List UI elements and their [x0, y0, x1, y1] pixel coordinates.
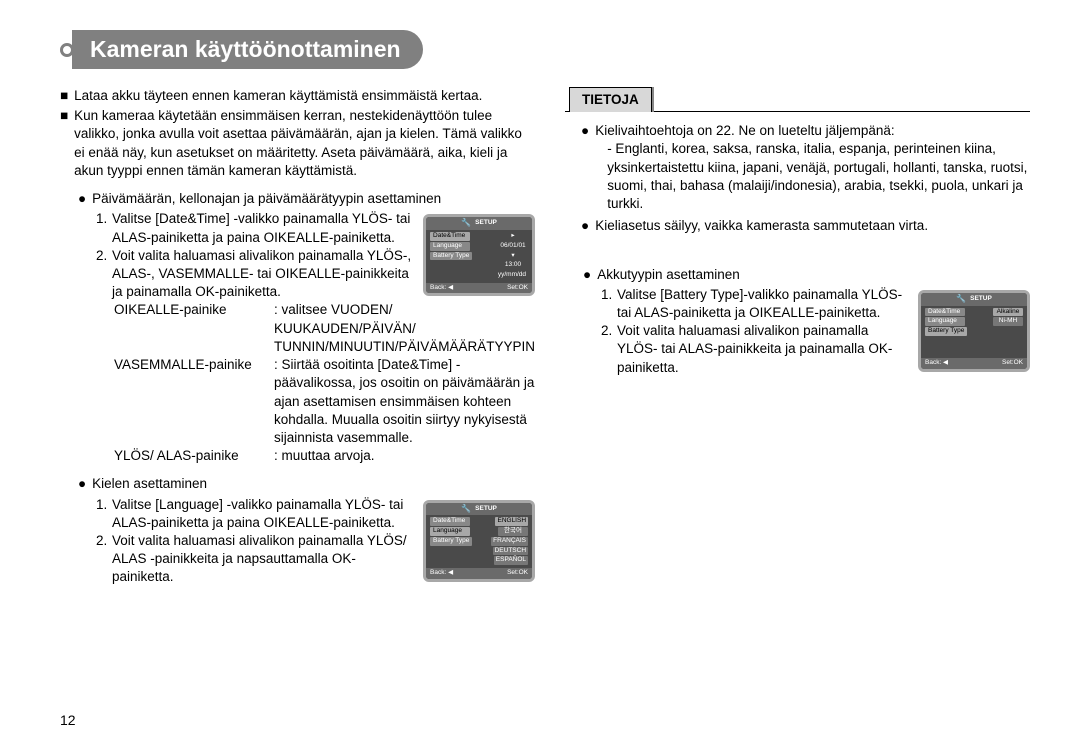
- menu-value: Alkaline: [993, 308, 1023, 317]
- section-c-step-1: 1. Valitse [Battery Type]-valikko painam…: [583, 286, 908, 322]
- section-b-step-1: 1. Valitse [Language] -valikko painamall…: [78, 496, 413, 532]
- set-label: Set:OK: [1002, 359, 1023, 368]
- step-text: Voit valita haluamasi alivalikon painama…: [112, 532, 413, 587]
- key-desc: : valitsee VUODEN/ KUUKAUDEN/PÄIVÄN/ TUN…: [274, 301, 535, 356]
- section-a-step-1: 1. Valitse [Date&Time] -valikko painamal…: [78, 210, 413, 246]
- key-desc: : muuttaa arvoja.: [274, 447, 535, 465]
- menu-value: ESPAÑOL: [494, 556, 528, 565]
- intro-item-1: ■ Lataa akku täyteen ennen kameran käytt…: [60, 87, 535, 105]
- round-bullet-icon: ●: [78, 190, 86, 208]
- section-a-title-row: ● Päivämäärän, kellonajan ja päivämäärät…: [78, 190, 535, 208]
- round-bullet-icon: ●: [78, 475, 86, 493]
- info-text-2: Kieliasetus säilyy, vaikka kamerasta sam…: [595, 217, 928, 235]
- right-column: TIETOJA ● Kielivaihtoehtoja on 22. Ne on…: [565, 87, 1030, 597]
- back-label: Back: ◀: [430, 284, 453, 293]
- step-text: Valitse [Date&Time] -valikko painamalla …: [112, 210, 413, 246]
- key-desc: : Siirtää osoitinta [Date&Time] -päävali…: [274, 356, 535, 447]
- menu-value: 06/01/01: [498, 242, 528, 251]
- menu-item: Battery Type: [430, 537, 472, 546]
- menu-item: Battery Type: [925, 327, 967, 336]
- section-a-step-2: 2. Voit valita haluamasi alivalikon pain…: [78, 247, 413, 302]
- menu-value: ▸: [498, 232, 528, 241]
- round-bullet-icon: ●: [583, 266, 591, 284]
- set-label: Set:OK: [507, 569, 528, 578]
- key-row-left: VASEMMALLE-painike : Siirtää osoitinta […: [114, 356, 535, 447]
- step-text: Valitse [Language] -valikko painamalla Y…: [112, 496, 413, 532]
- wrench-icon: 🔧: [461, 504, 471, 515]
- menu-value: FRANÇAIS: [491, 537, 528, 546]
- key-name: YLÖS/ ALAS-painike: [114, 447, 274, 465]
- step-text: Voit valita haluamasi alivalikon painama…: [617, 322, 908, 377]
- menu-item: Language: [430, 242, 470, 251]
- camera-screenshot-language: 🔧 SETUP Date&Time ENGLISH Language 한국어 Batt…: [423, 500, 535, 582]
- menu-value: ▾: [498, 252, 528, 261]
- key-row-right: OIKEALLE-painike : valitsee VUODEN/ KUUK…: [114, 301, 535, 356]
- menu-item: Language: [925, 317, 965, 326]
- key-name: OIKEALLE-painike: [114, 301, 274, 356]
- intro-text-2: Kun kameraa käytetään ensimmäisen kerran…: [74, 107, 535, 180]
- section-c-title: Akkutyypin asettaminen: [597, 266, 740, 284]
- menu-value: 한국어: [498, 527, 528, 536]
- info-box: TIETOJA ● Kielivaihtoehtoja on 22. Ne on…: [565, 87, 1030, 236]
- intro-item-2: ■ Kun kameraa käytetään ensimmäisen kerr…: [60, 107, 535, 180]
- setup-label: SETUP: [970, 295, 992, 304]
- section-b-title-row: ● Kielen asettaminen: [78, 475, 535, 493]
- menu-item: Battery Type: [430, 252, 472, 261]
- step-number: 1.: [601, 286, 617, 322]
- step-text: Voit valita haluamasi alivalikon painama…: [112, 247, 413, 302]
- back-label: Back: ◀: [430, 569, 453, 578]
- round-bullet-icon: ●: [581, 122, 589, 213]
- menu-item: Date&Time: [430, 232, 470, 241]
- menu-value: yy/mm/dd: [496, 271, 528, 280]
- menu-value: 13:00: [498, 261, 528, 270]
- page-title: Kameran käyttöönottaminen: [72, 30, 423, 69]
- section-c-title-row: ● Akkutyypin asettaminen: [583, 266, 1030, 284]
- menu-value: DEUTSCH: [493, 547, 528, 556]
- info-item-2: ● Kieliasetus säilyy, vaikka kamerasta s…: [581, 217, 1028, 235]
- setup-label: SETUP: [475, 505, 497, 514]
- menu-value: ENGLISH: [495, 517, 528, 526]
- step-number: 1.: [96, 496, 112, 532]
- intro-text-1: Lataa akku täyteen ennen kameran käyttäm…: [74, 87, 482, 105]
- info-tab-label: TIETOJA: [569, 87, 652, 112]
- step-number: 2.: [96, 247, 112, 302]
- step-number: 2.: [96, 532, 112, 587]
- key-row-updown: YLÖS/ ALAS-painike : muuttaa arvoja.: [114, 447, 535, 465]
- square-bullet-icon: ■: [60, 87, 68, 105]
- menu-item: Date&Time: [430, 517, 470, 526]
- back-label: Back: ◀: [925, 359, 948, 368]
- section-c-step-2: 2. Voit valita haluamasi alivalikon pain…: [583, 322, 908, 377]
- menu-item: Language: [430, 527, 470, 536]
- wrench-icon: 🔧: [956, 294, 966, 305]
- step-text: Valitse [Battery Type]-valikko painamall…: [617, 286, 908, 322]
- key-name: VASEMMALLE-painike: [114, 356, 274, 447]
- round-bullet-icon: ●: [581, 217, 589, 235]
- page-number: 12: [60, 712, 76, 728]
- info-sub-text: - Englanti, korea, saksa, ranska, italia…: [595, 140, 1028, 213]
- section-b-title: Kielen asettaminen: [92, 475, 207, 493]
- info-text-1: Kielivaihtoehtoja on 22. Ne on lueteltu …: [595, 122, 1028, 140]
- menu-value: Ni-MH: [993, 317, 1023, 326]
- setup-label: SETUP: [475, 219, 497, 228]
- info-item-1: ● Kielivaihtoehtoja on 22. Ne on luetelt…: [581, 122, 1028, 213]
- left-column: ■ Lataa akku täyteen ennen kameran käytt…: [60, 87, 535, 597]
- wrench-icon: 🔧: [461, 218, 471, 229]
- menu-item: Date&Time: [925, 308, 965, 317]
- step-number: 2.: [601, 322, 617, 377]
- square-bullet-icon: ■: [60, 107, 68, 180]
- section-b-step-2: 2. Voit valita haluamasi alivalikon pain…: [78, 532, 413, 587]
- content-columns: ■ Lataa akku täyteen ennen kameran käytt…: [60, 87, 1030, 597]
- title-bar: Kameran käyttöönottaminen: [60, 30, 1030, 69]
- step-number: 1.: [96, 210, 112, 246]
- camera-screenshot-datetime: 🔧 SETUP Date&Time ▸ Language 06/01/01 Batte…: [423, 214, 535, 296]
- section-a-title: Päivämäärän, kellonajan ja päivämäärätyy…: [92, 190, 441, 208]
- camera-screenshot-battery: 🔧 SETUP Date&Time Alkaline Language Ni-MH B…: [918, 290, 1030, 372]
- set-label: Set:OK: [507, 284, 528, 293]
